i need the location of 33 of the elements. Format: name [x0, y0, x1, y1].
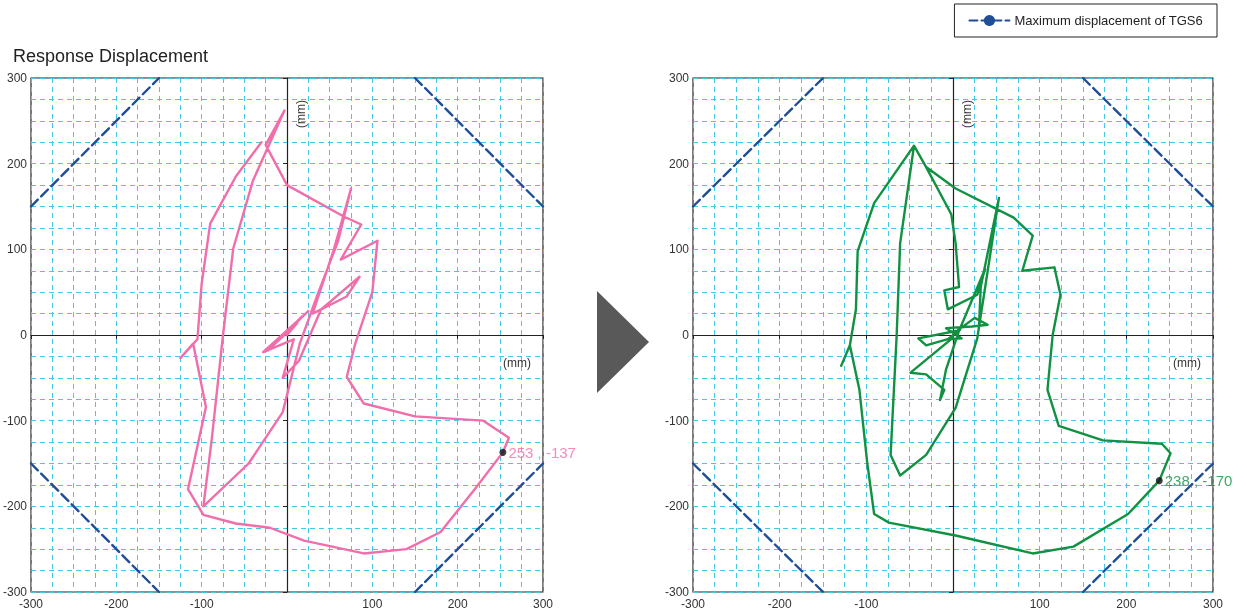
x-tick-label: -200: [767, 597, 793, 610]
y-tick-label: -300: [2, 585, 28, 599]
y-tick-label: -100: [664, 413, 690, 428]
x-tick-label: 300: [1202, 597, 1224, 610]
y-tick-label: 300: [6, 71, 28, 85]
x-axis-title: (mm): [1173, 356, 1201, 370]
y-tick-label: -300: [664, 585, 690, 599]
y-tick-label: -200: [664, 499, 690, 514]
legend-label: Maximum displacement of TGS6: [1014, 13, 1203, 28]
chart-title: Response Displacement: [13, 46, 209, 66]
y-tick-label: 200: [668, 156, 690, 171]
x-tick-label: 100: [362, 597, 383, 610]
x-tick-label: 200: [1116, 597, 1137, 610]
y-tick-label: 200: [6, 156, 28, 171]
x-tick-label: 100: [1029, 597, 1050, 610]
x-tick-label: -300: [681, 597, 706, 610]
y-tick-label: -100: [2, 413, 28, 428]
y-axis-title: (mm): [960, 100, 975, 128]
y-tick-label: 300: [668, 71, 690, 85]
y-tick-label: -200: [2, 499, 28, 514]
y-tick-label: 100: [668, 242, 690, 257]
y-tick-label: 100: [6, 242, 28, 257]
y-tick-label: 0: [20, 328, 28, 342]
x-tick-label: 300: [532, 597, 554, 610]
annotation: 253 , -137: [508, 443, 576, 461]
x-tick-label: -300: [19, 597, 44, 610]
y-axis-title: (mm): [294, 100, 309, 128]
x-tick-label: -100: [189, 597, 215, 610]
y-tick-label: 0: [682, 328, 690, 342]
x-axis-title: (mm): [503, 356, 531, 370]
x-tick-label: -200: [104, 597, 129, 610]
x-tick-label: 200: [447, 597, 468, 610]
x-tick-label: -100: [854, 597, 879, 610]
